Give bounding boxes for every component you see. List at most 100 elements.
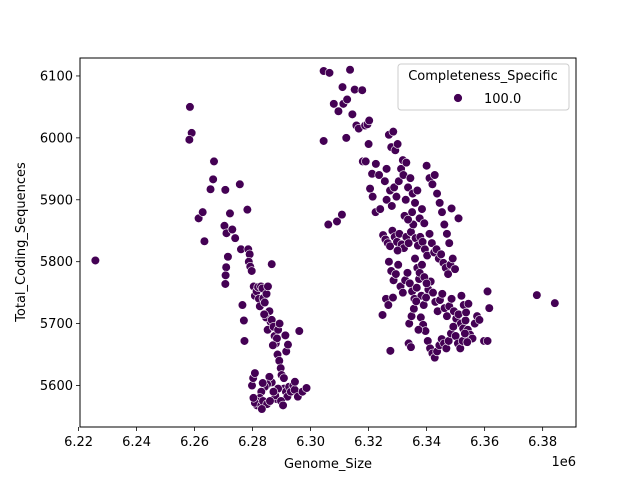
data-point — [404, 238, 414, 248]
data-point — [329, 99, 339, 109]
data-point — [357, 85, 367, 95]
data-point — [333, 106, 344, 116]
legend-box — [397, 63, 570, 111]
data-point — [427, 179, 438, 189]
data-point — [341, 133, 351, 143]
data-point — [365, 184, 375, 194]
data-point — [417, 204, 427, 214]
data-point — [342, 94, 352, 105]
data-point — [435, 198, 445, 208]
data-point — [442, 311, 452, 321]
data-point — [198, 207, 208, 217]
data-point — [410, 253, 420, 264]
data-point — [235, 179, 245, 189]
data-point — [448, 322, 458, 332]
data-point — [248, 393, 259, 403]
data-point — [442, 229, 452, 239]
data-point — [323, 219, 333, 230]
data-point — [388, 127, 398, 137]
data-point — [428, 288, 438, 298]
data-point — [406, 342, 416, 352]
data-point — [410, 198, 420, 208]
data-point — [375, 204, 385, 214]
data-point — [263, 281, 273, 292]
data-point — [484, 303, 494, 313]
data-point — [391, 269, 401, 279]
data-point — [199, 236, 210, 246]
data-point — [474, 315, 485, 325]
data-point — [261, 289, 272, 299]
data-point — [347, 109, 357, 119]
x-tick-label: 6.30 — [296, 435, 325, 450]
data-point — [239, 336, 250, 346]
data-point — [337, 82, 348, 92]
data-point — [260, 297, 270, 308]
data-point — [394, 176, 404, 186]
data-point — [398, 288, 408, 298]
data-point — [258, 378, 268, 388]
data-point — [419, 218, 429, 228]
data-point — [242, 205, 252, 215]
data-point — [230, 233, 240, 243]
x-tick-label: 6.34 — [412, 435, 441, 450]
data-point — [324, 68, 335, 78]
legend: Completeness_Specific 100.0 — [397, 63, 570, 111]
data-point — [209, 156, 219, 166]
data-point — [227, 224, 237, 235]
data-point — [446, 203, 457, 214]
data-point — [221, 270, 231, 280]
x-tick-label: 6.28 — [238, 435, 267, 450]
data-point — [411, 296, 421, 306]
data-point — [319, 136, 329, 146]
legend-entry-label: 100.0 — [484, 92, 521, 107]
x-tick-label: 6.36 — [470, 435, 499, 450]
data-point — [384, 257, 394, 267]
data-point — [364, 115, 374, 126]
data-point — [332, 216, 342, 227]
data-point — [437, 289, 447, 299]
y-axis-ticks: 5600 5700 5800 5900 6000 6100 — [40, 69, 80, 394]
y-tick-label: 5700 — [40, 317, 73, 332]
data-point — [274, 319, 285, 329]
data-point — [257, 404, 267, 414]
data-point — [401, 195, 411, 205]
data-point — [237, 300, 248, 310]
data-point — [413, 325, 424, 335]
data-point — [393, 260, 403, 270]
data-point — [268, 387, 279, 397]
data-point — [208, 174, 218, 184]
data-point — [439, 219, 449, 230]
data-point — [550, 298, 560, 308]
x-axis-label: Genome_Size — [284, 457, 372, 472]
data-point — [482, 286, 493, 297]
plot-frame — [79, 57, 577, 428]
data-point — [422, 278, 432, 288]
data-point — [301, 383, 312, 393]
data-point — [380, 176, 390, 186]
data-point — [205, 184, 216, 194]
legend-title: Completeness_Specific — [408, 69, 558, 84]
data-point — [436, 249, 446, 259]
x-tick-label: 6.38 — [528, 435, 557, 450]
data-point — [225, 208, 235, 219]
data-point — [453, 213, 464, 223]
data-point — [482, 336, 493, 346]
data-point — [448, 253, 458, 264]
data-point — [381, 195, 392, 205]
data-point — [221, 262, 231, 272]
data-point — [427, 238, 437, 248]
data-point — [278, 400, 288, 410]
data-point — [401, 158, 411, 168]
data-point — [280, 330, 290, 340]
data-point — [461, 307, 471, 318]
data-point — [460, 328, 470, 339]
data-point — [462, 337, 472, 347]
data-point — [337, 210, 347, 220]
legend-marker — [453, 93, 463, 103]
data-point — [444, 238, 454, 248]
data-point — [290, 377, 300, 387]
data-point — [247, 266, 257, 276]
data-point — [388, 293, 398, 303]
x-axis-offset-label: 1e6 — [551, 455, 576, 470]
y-tick-label: 6000 — [40, 131, 73, 146]
